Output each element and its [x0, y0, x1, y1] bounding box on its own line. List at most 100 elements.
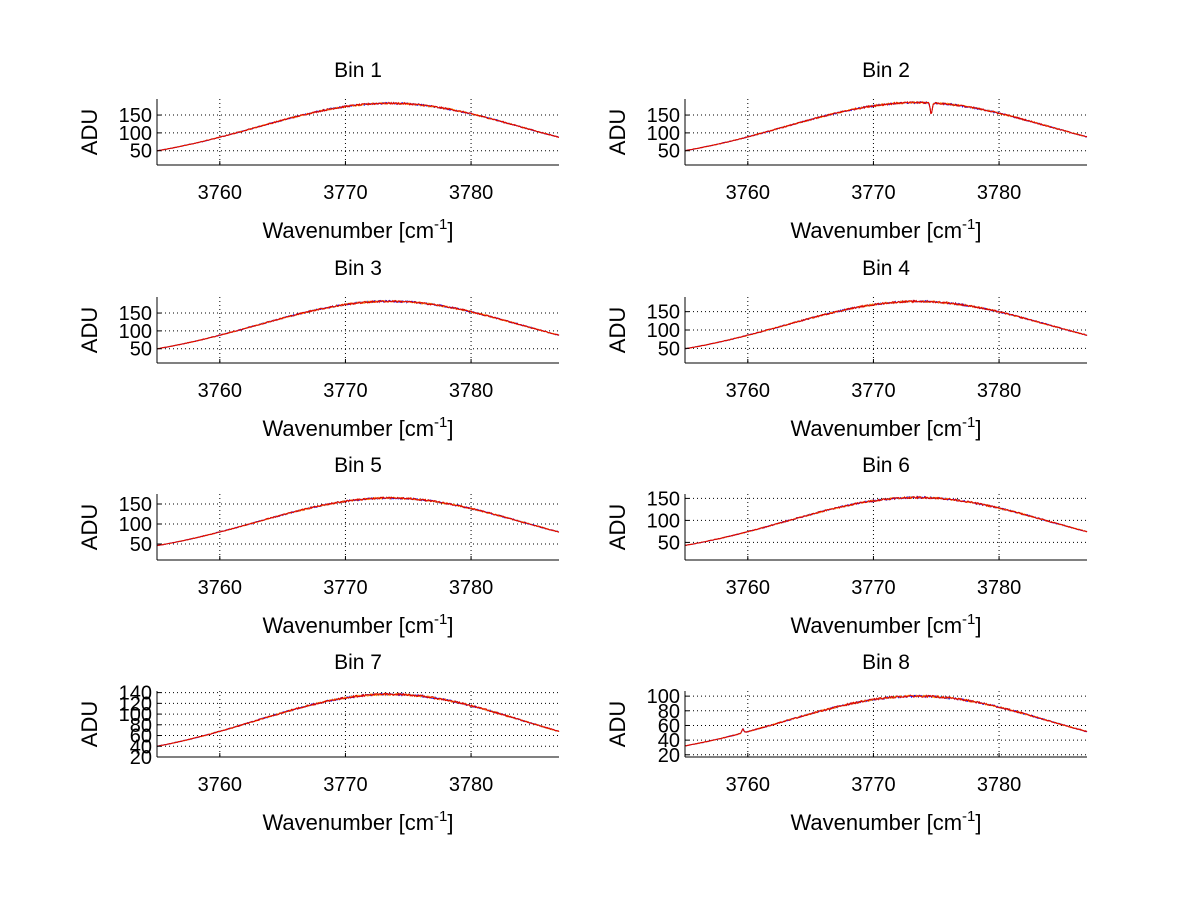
y-axis-label: ADU [77, 307, 102, 353]
x-tick-label: 3760 [726, 182, 771, 204]
x-axis-label-main: Wavenumber [cm [262, 218, 434, 243]
subplot-title: Bin 5 [334, 454, 382, 477]
y-tick-label: 80 [130, 715, 152, 737]
y-tick-label: 60 [658, 715, 680, 737]
x-tick-label: 3780 [977, 182, 1022, 204]
x-tick-label: 3760 [726, 774, 771, 796]
x-axis-label-sup: -1 [962, 611, 975, 628]
y-tick-label: 50 [658, 532, 680, 554]
subplot-title: Bin 2 [862, 59, 910, 82]
series-line-3 [156, 692, 560, 747]
y-tick-label: 50 [658, 141, 680, 163]
x-axis-label-end: ] [447, 218, 453, 243]
x-tick-label: 3770 [851, 380, 896, 402]
y-tick-label: 20 [658, 745, 680, 767]
x-axis-label-main: Wavenumber [cm [262, 810, 434, 835]
y-tick-label: 40 [658, 730, 680, 752]
y-axis-label: ADU [605, 701, 630, 747]
x-axis-label-end: ] [447, 416, 453, 441]
series-line-2 [684, 495, 1088, 546]
y-axis-label: ADU [77, 504, 102, 550]
x-axis-label-main: Wavenumber [cm [262, 416, 434, 441]
y-tick-label: 50 [130, 141, 152, 163]
x-axis-label-end: ] [447, 810, 453, 835]
series-line-2 [684, 694, 1088, 747]
subplot-title: Bin 6 [862, 454, 910, 477]
x-axis-label-end: ] [975, 810, 981, 835]
series-line-1 [684, 299, 1088, 350]
x-axis-label-sup: -1 [962, 808, 975, 825]
y-tick-label: 150 [119, 494, 152, 516]
x-tick-label: 3770 [851, 774, 896, 796]
series-line-2 [685, 100, 1088, 152]
x-tick-label: 3770 [323, 182, 368, 204]
series-line-3 [156, 299, 560, 350]
x-axis-label-end: ] [975, 416, 981, 441]
y-tick-label: 150 [119, 105, 152, 127]
x-axis-label-end: ] [975, 613, 981, 638]
subplot-title: Bin 3 [334, 257, 382, 280]
y-tick-label: 20 [130, 747, 152, 769]
x-tick-label: 3760 [198, 774, 243, 796]
x-axis-label-end: ] [447, 613, 453, 638]
x-tick-label: 3780 [449, 774, 494, 796]
x-tick-label: 3780 [449, 380, 494, 402]
x-tick-label: 3780 [977, 380, 1022, 402]
x-tick-label: 3760 [726, 380, 771, 402]
y-tick-label: 60 [130, 726, 152, 748]
subplot-title: Bin 7 [334, 651, 382, 674]
x-tick-label: 3780 [977, 774, 1022, 796]
x-tick-label: 3780 [977, 577, 1022, 599]
series-line-3 [684, 495, 1088, 546]
x-axis-label: Wavenumber [cm-1] [790, 808, 981, 835]
x-axis-label: Wavenumber [cm-1] [262, 611, 453, 638]
series-line-3 [156, 101, 559, 152]
y-tick-label: 40 [130, 736, 152, 758]
x-axis-label-sup: -1 [434, 611, 447, 628]
x-tick-label: 3780 [449, 577, 494, 599]
x-axis-label: Wavenumber [cm-1] [262, 414, 453, 441]
y-axis-label: ADU [605, 504, 630, 550]
series-line-2 [156, 692, 560, 747]
x-axis-label: Wavenumber [cm-1] [790, 414, 981, 441]
x-axis-label-main: Wavenumber [cm [790, 810, 962, 835]
series-line-1 [684, 100, 1087, 152]
x-tick-label: 3760 [726, 577, 771, 599]
y-tick-label: 150 [647, 488, 680, 510]
series-line-1 [157, 101, 559, 152]
y-axis-label: ADU [77, 701, 102, 747]
y-tick-label: 100 [119, 704, 152, 726]
x-axis-label-main: Wavenumber [cm [790, 613, 962, 638]
x-tick-label: 3780 [449, 182, 494, 204]
y-axis-label: ADU [77, 109, 102, 155]
y-tick-label: 100 [119, 123, 152, 145]
series-line-2 [156, 101, 560, 152]
series-line-1 [684, 495, 1088, 546]
series-line-3 [684, 299, 1088, 350]
x-axis-label-main: Wavenumber [cm [790, 218, 962, 243]
series-line-3 [156, 496, 559, 547]
y-tick-label: 80 [658, 701, 680, 723]
y-tick-label: 100 [647, 510, 680, 532]
x-tick-label: 3770 [323, 774, 368, 796]
x-axis-label-sup: -1 [962, 216, 975, 233]
y-tick-label: 140 [119, 683, 152, 705]
x-axis-label-sup: -1 [434, 216, 447, 233]
y-tick-label: 150 [647, 105, 680, 127]
x-axis-label: Wavenumber [cm-1] [262, 808, 453, 835]
series-line-2 [684, 299, 1088, 350]
x-tick-label: 3760 [198, 182, 243, 204]
series-line-3 [684, 694, 1088, 747]
y-tick-label: 100 [119, 514, 152, 536]
series-line-1 [157, 692, 560, 747]
y-tick-label: 50 [130, 339, 152, 361]
x-axis-label-end: ] [975, 218, 981, 243]
x-axis-label: Wavenumber [cm-1] [262, 216, 453, 243]
series-line-1 [684, 694, 1088, 747]
